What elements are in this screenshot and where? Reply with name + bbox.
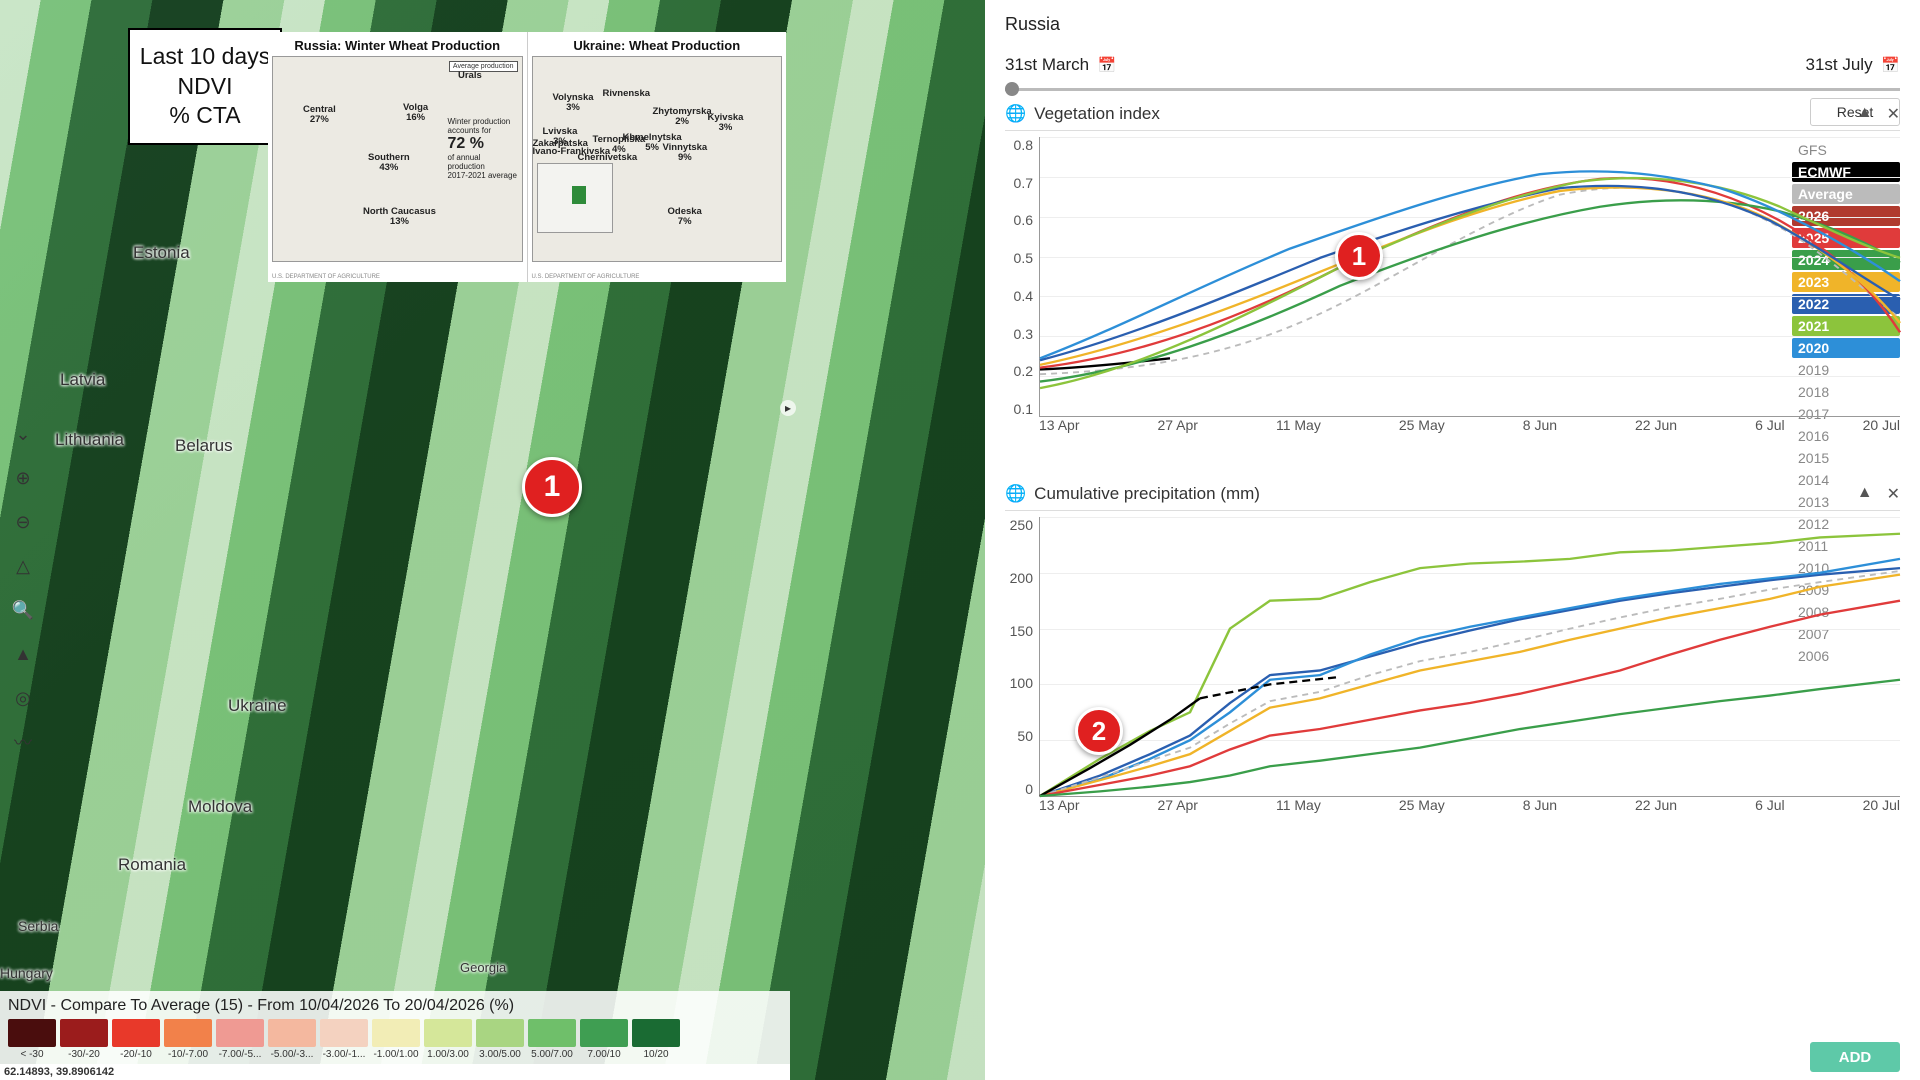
region-label-urals: Urals bbox=[458, 71, 482, 81]
country-label-serbia: Serbia bbox=[18, 918, 58, 934]
measure-icon[interactable]: ▲ bbox=[9, 640, 37, 668]
country-label-lithuania: Lithuania bbox=[55, 430, 124, 450]
country-label-romania: Romania bbox=[118, 855, 186, 875]
search-icon[interactable]: 🔍 bbox=[9, 596, 37, 624]
collapse-icon-veg[interactable]: ▲ bbox=[1857, 104, 1873, 124]
compass-icon[interactable]: △ bbox=[9, 552, 37, 580]
close-icon-precip[interactable]: ✕ bbox=[1887, 484, 1900, 504]
vegetation-index-x-axis: 13 Apr 27 Apr 11 May 25 May 8 Jun 22 Jun… bbox=[1039, 417, 1900, 437]
vegetation-index-title-row: 🌐 Vegetation index ▲ ✕ bbox=[1005, 98, 1900, 131]
country-label-ukraine: Ukraine bbox=[228, 696, 287, 716]
calendar-icon-start[interactable]: 📅 bbox=[1098, 57, 1117, 74]
collapse-icon-precip[interactable]: ▲ bbox=[1857, 484, 1873, 504]
ukraine-wheat-map[interactable]: Ukraine: Wheat Production Volynska 3% Riv… bbox=[528, 32, 787, 282]
close-icon-veg[interactable]: ✕ bbox=[1887, 104, 1900, 124]
precipitation-y-axis: 250 200 150 100 50 0 bbox=[1005, 517, 1033, 797]
wheat-production-maps-panel: Russia: Winter Wheat Production Average … bbox=[268, 32, 786, 282]
precipitation-plot[interactable] bbox=[1039, 517, 1900, 797]
ndvi-legend-bar: NDVI - Compare To Average (15) - From 10… bbox=[0, 991, 790, 1064]
left-map-panel: Estonia Latvia Lithuania Belarus Ukraine… bbox=[0, 0, 985, 1080]
region-label-rivnenska: Rivnenska bbox=[603, 89, 651, 99]
collapse-chevron-icon[interactable]: ⌄ bbox=[9, 420, 37, 448]
region-label-north-caucasus: North Caucasus 13% bbox=[363, 207, 436, 228]
add-button[interactable]: ADD bbox=[1810, 1042, 1900, 1072]
region-label-chernivetska: Chernivetska bbox=[578, 153, 638, 163]
ukraine-inset-map bbox=[537, 163, 613, 233]
ukraine-wheat-map-image: Volynska 3% Rivnenska Zhytomyrska 2% Kyivs… bbox=[532, 56, 783, 262]
region-title: Russia bbox=[1005, 14, 1060, 35]
last-10-days-ndvi-label: Last 10 days NDVI % CTA bbox=[128, 28, 282, 145]
chart-marker-2[interactable]: 2 bbox=[1075, 707, 1123, 755]
vegetation-index-plot[interactable] bbox=[1039, 137, 1900, 417]
vegetation-index-title: Vegetation index bbox=[1034, 104, 1160, 124]
region-label-zhytomyrska: Zhytomyrska 2% bbox=[653, 107, 712, 128]
region-label-central: Central 27% bbox=[303, 105, 336, 126]
precipitation-title: Cumulative precipitation (mm) bbox=[1034, 484, 1260, 504]
ndvi-color-swatches bbox=[8, 1019, 790, 1047]
russia-winter-production-stat: Winter production accounts for 72 % of a… bbox=[448, 117, 518, 180]
region-label-zakarpatska: Zakarpatska bbox=[533, 139, 588, 149]
map-marker-1[interactable]: 1 bbox=[522, 457, 582, 517]
region-label-southern: Southern 43% bbox=[368, 153, 410, 174]
country-label-belarus: Belarus bbox=[175, 436, 233, 456]
region-label-odeska: Odeska 7% bbox=[668, 207, 702, 228]
date-range-slider[interactable] bbox=[1005, 88, 1900, 91]
country-label-moldova: Moldova bbox=[188, 797, 252, 817]
zoom-in-icon[interactable]: ⊕ bbox=[9, 464, 37, 492]
vegetation-index-chart-area[interactable]: 0.8 0.7 0.6 0.5 0.4 0.3 0.2 0.1 bbox=[1005, 137, 1900, 437]
country-label-estonia: Estonia bbox=[133, 243, 190, 263]
map-panel-next-arrow[interactable]: ▸ bbox=[780, 400, 796, 416]
locate-icon[interactable]: ◎ bbox=[9, 684, 37, 712]
map-tool-icons: ⌄ ⊕ ⊖ △ 🔍 ▲ ◎ 〰 bbox=[5, 420, 41, 756]
region-label-volynska: Volynska 3% bbox=[553, 93, 594, 114]
slider-handle-left[interactable] bbox=[1005, 82, 1019, 96]
map-coordinates-display: 62.14893, 39.8906142 bbox=[0, 1064, 790, 1080]
draw-icon[interactable]: 〰 bbox=[9, 728, 37, 756]
region-label-kyivska: Kyivska 3% bbox=[708, 113, 744, 134]
precipitation-title-row: 🌐 Cumulative precipitation (mm) ▲ ✕ bbox=[1005, 478, 1900, 511]
precipitation-chart-area[interactable]: 250 200 150 100 50 0 bbox=[1005, 517, 1900, 817]
precipitation-x-axis: 13 Apr 27 Apr 11 May 25 May 8 Jun 22 Jun… bbox=[1039, 797, 1900, 817]
country-label-georgia: Georgia bbox=[460, 960, 506, 975]
chart-marker-1[interactable]: 1 bbox=[1335, 232, 1383, 280]
ndvi-legend-ticks: < -30 -30/-20 -20/-10 -10/-7.00 -7.00/-5… bbox=[8, 1049, 790, 1060]
region-label-volga: Volga 16% bbox=[403, 103, 428, 124]
country-label-latvia: Latvia bbox=[60, 370, 105, 390]
country-label-hungary: Hungary bbox=[0, 965, 53, 981]
globe-icon-precip: 🌐 bbox=[1005, 484, 1026, 504]
ukraine-wheat-map-footer: U.S. DEPARTMENT OF AGRICULTURE bbox=[532, 274, 783, 280]
right-data-panel: Russia 31st March 📅 31st July 📅 Reset GF… bbox=[985, 0, 1920, 1080]
calendar-icon-end[interactable]: 📅 bbox=[1881, 57, 1900, 74]
vegetation-index-panel: 🌐 Vegetation index ▲ ✕ 0.8 0.7 0.6 0.5 0… bbox=[1005, 98, 1900, 448]
cumulative-precipitation-panel: 🌐 Cumulative precipitation (mm) ▲ ✕ 250 … bbox=[1005, 478, 1900, 828]
precipitation-panel-controls: ▲ ✕ bbox=[1857, 484, 1900, 504]
ukraine-highlighted-shape bbox=[572, 186, 586, 204]
zoom-out-icon[interactable]: ⊖ bbox=[9, 508, 37, 536]
legend-item-2015[interactable]: 2015 bbox=[1792, 448, 1900, 468]
globe-icon: 🌐 bbox=[1005, 104, 1026, 124]
date-range-row: 31st March 📅 31st July 📅 bbox=[1005, 55, 1900, 75]
vegetation-index-y-axis: 0.8 0.7 0.6 0.5 0.4 0.3 0.2 0.1 bbox=[1005, 137, 1033, 417]
russia-winter-wheat-map[interactable]: Russia: Winter Wheat Production Average … bbox=[268, 32, 528, 282]
region-label-vinnytska: Vinnytska 9% bbox=[663, 143, 708, 164]
russia-wheat-map-image: Average production Central 27% Volga 16% U… bbox=[272, 56, 523, 262]
vegetation-index-panel-controls: ▲ ✕ bbox=[1857, 104, 1900, 124]
russia-wheat-map-footer: U.S. DEPARTMENT OF AGRICULTURE bbox=[272, 274, 523, 280]
